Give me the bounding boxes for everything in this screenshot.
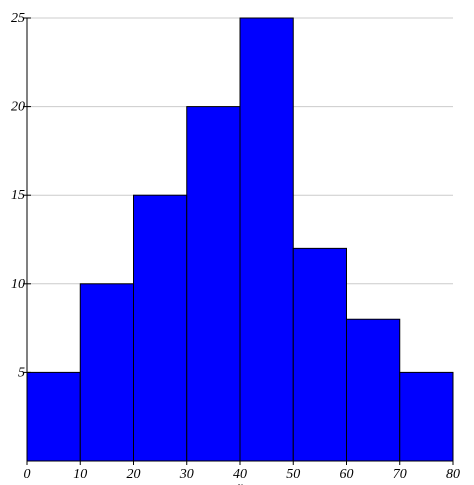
- x-tick-label-50: 50: [286, 467, 300, 482]
- bars: [26, 17, 454, 462]
- x-tick-label-20: 20: [127, 467, 141, 482]
- x-tick-label-70: 70: [393, 467, 407, 482]
- y-tick-label-25: 25: [11, 11, 25, 26]
- x-tick-label-30: 30: [179, 467, 194, 482]
- bar-50-60: [292, 247, 347, 462]
- x-tick-label-40: 40: [233, 467, 247, 482]
- x-tick-label-10: 10: [73, 467, 87, 482]
- x-axis-title: r: [237, 480, 243, 485]
- y-tick-label-20: 20: [11, 100, 25, 115]
- tick-labels: 5 10 15 20 25 0 10 20 30 40 50 60 70 80: [11, 11, 460, 482]
- bar-40-50: [239, 17, 294, 462]
- y-tick-label-15: 15: [11, 188, 25, 203]
- x-tick-label-0: 0: [24, 467, 31, 482]
- axes: [23, 17, 454, 465]
- y-tick-label-10: 10: [11, 277, 25, 292]
- x-tick-label-80: 80: [446, 467, 460, 482]
- bar-20-30: [133, 194, 188, 462]
- bar-30-40: [186, 106, 241, 462]
- x-tick-label-60: 60: [340, 467, 354, 482]
- bar-70-80: [399, 371, 454, 462]
- bar-10-20: [79, 283, 134, 462]
- y-tick-label-5: 5: [18, 365, 25, 380]
- bar-0-10: [26, 371, 81, 462]
- bar-60-70: [346, 318, 401, 462]
